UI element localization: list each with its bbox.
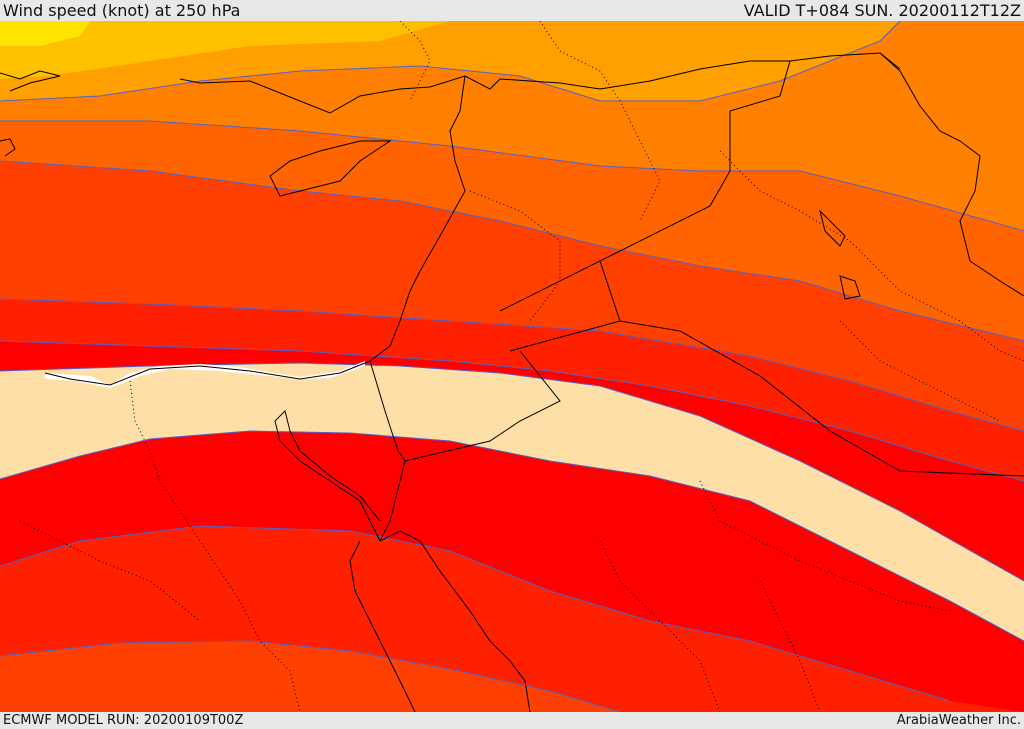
credit-text: ArabiaWeather Inc. [896,713,1021,728]
band-jet-core [0,363,1024,641]
wind-speed-map[interactable] [0,21,1024,712]
model-run: ECMWF MODEL RUN: 20200109T00Z [3,713,244,728]
footer-bar: ECMWF MODEL RUN: 20200109T00Z ArabiaWeat… [0,712,1024,729]
internal-borders [19,21,1024,712]
band-yellow [0,21,90,46]
band-gold-inner [0,21,450,79]
map-title: Wind speed (knot) at 250 hPa [3,1,241,20]
band-red-orange-south [0,641,620,712]
coastal-land-white [45,361,365,388]
coastlines [0,52,1024,712]
header-bar: Wind speed (knot) at 250 hPa VALID T+084… [0,0,1024,21]
isotach-lines [0,21,1024,712]
valid-time: VALID T+084 SUN. 20200112T12Z [743,1,1021,20]
